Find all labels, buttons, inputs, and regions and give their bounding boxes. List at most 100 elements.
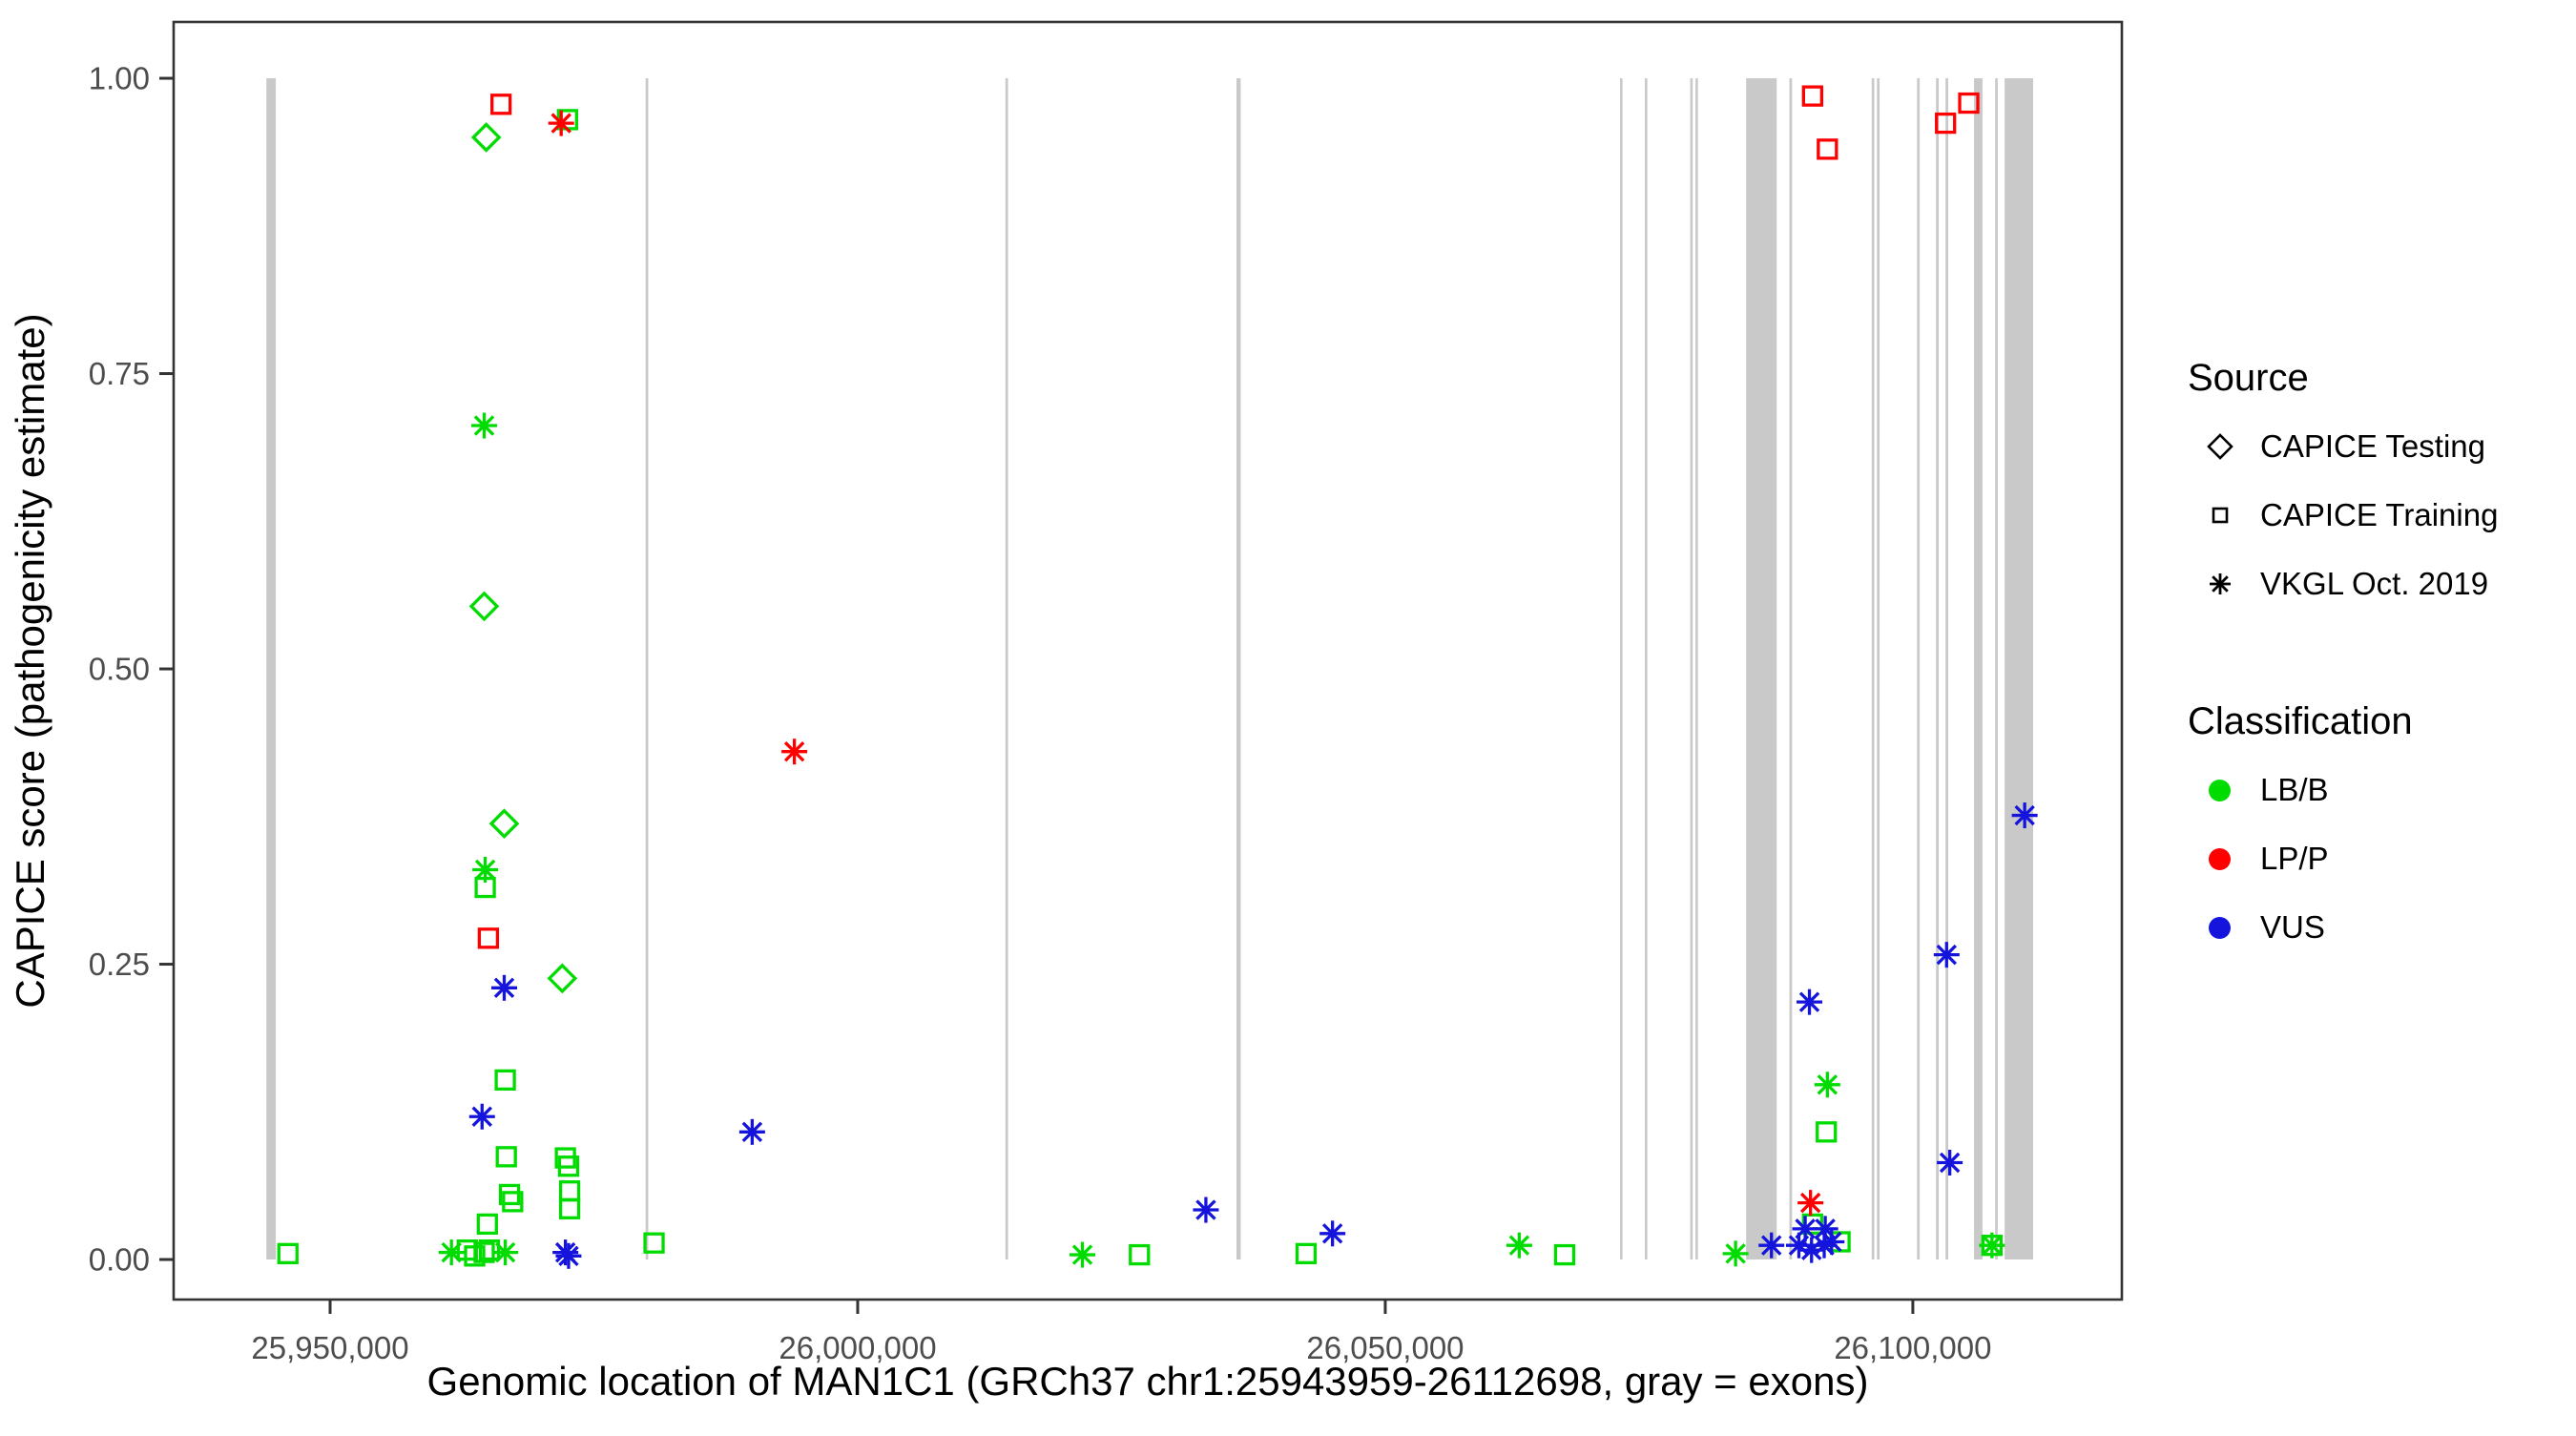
data-point-asterisk bbox=[1319, 1220, 1346, 1247]
data-point-asterisk bbox=[1070, 1241, 1096, 1268]
exon-band bbox=[1871, 78, 1875, 1260]
data-point-square bbox=[476, 1213, 498, 1236]
square-icon bbox=[2212, 507, 2229, 524]
data-point-diamond bbox=[468, 591, 500, 622]
asterisk-ray bbox=[1788, 1235, 1810, 1256]
y-axis-title: CAPICE score (pathogenicity estimate) bbox=[8, 313, 52, 1008]
exon-band bbox=[1945, 78, 1948, 1260]
asterisk-ray bbox=[1939, 1152, 1961, 1174]
exon-band bbox=[645, 78, 649, 1260]
data-point-asterisk bbox=[1506, 1232, 1532, 1259]
data-point-square bbox=[1129, 1243, 1151, 1266]
x-tick-label: 26,050,000 bbox=[1306, 1330, 1464, 1365]
data-point-square bbox=[1553, 1243, 1576, 1266]
legend: Source CAPICE Testing CAPICE Training bbox=[2188, 355, 2569, 962]
asterisk-ray bbox=[2014, 804, 2035, 826]
data-point-square bbox=[495, 1146, 517, 1168]
exon-band bbox=[1746, 78, 1777, 1260]
panel-background bbox=[174, 22, 2122, 1300]
data-point-square bbox=[1801, 85, 1824, 107]
data-point-square bbox=[558, 1197, 581, 1219]
data-point-asterisk bbox=[781, 739, 808, 765]
asterisk-ray bbox=[493, 977, 515, 999]
data-point-square bbox=[557, 1155, 580, 1177]
legend-spacer bbox=[2188, 618, 2569, 698]
data-point-asterisk bbox=[1797, 1190, 1824, 1217]
data-point-asterisk bbox=[1758, 1232, 1785, 1259]
exon-band bbox=[1690, 78, 1693, 1260]
data-point-asterisk bbox=[438, 1239, 465, 1266]
legend-classification-title: Classification bbox=[2188, 700, 2413, 742]
asterisk-ray bbox=[1508, 1235, 1530, 1256]
asterisk-ray bbox=[1815, 1218, 1836, 1239]
y-tick-label: 0.25 bbox=[89, 947, 150, 982]
vus-dot-icon bbox=[2201, 908, 2239, 947]
legend-source-title: Source bbox=[2188, 357, 2309, 399]
asterisk-ray bbox=[1982, 1235, 2003, 1256]
data-point-square bbox=[502, 1191, 524, 1213]
data-point-asterisk bbox=[472, 856, 499, 883]
legend-item-label: CAPICE Training bbox=[2260, 497, 2499, 532]
data-point-asterisk bbox=[468, 1103, 495, 1130]
data-point-asterisk bbox=[1937, 1150, 1963, 1176]
data-point-diamond bbox=[470, 122, 502, 153]
exon-band bbox=[1877, 78, 1880, 1260]
lbb-dot-icon bbox=[2201, 771, 2239, 809]
x-tick-label: 26,100,000 bbox=[1834, 1330, 1991, 1365]
exon-band bbox=[1936, 78, 1940, 1260]
asterisk-ray bbox=[1761, 1235, 1782, 1256]
data-point-square bbox=[1958, 92, 1980, 114]
legend-item-label: VUS bbox=[2260, 909, 2325, 945]
data-point-square bbox=[643, 1232, 665, 1254]
asterisk-ray bbox=[473, 415, 495, 436]
asterisk-ray bbox=[1817, 1074, 1839, 1095]
asterisk-ray bbox=[1195, 1199, 1216, 1220]
asterisk-ray bbox=[1725, 1243, 1746, 1264]
data-point-asterisk bbox=[1818, 1228, 1845, 1255]
data-point-asterisk bbox=[1722, 1240, 1749, 1267]
legend-item-label: CAPICE Testing bbox=[2260, 428, 2485, 464]
asterisk-ray bbox=[1821, 1231, 1842, 1253]
asterisk-ray bbox=[558, 1245, 579, 1267]
data-point-square bbox=[277, 1242, 299, 1264]
data-point-asterisk bbox=[555, 1242, 582, 1269]
data-point-square bbox=[1295, 1242, 1318, 1264]
data-point-asterisk bbox=[738, 1118, 765, 1145]
data-point-asterisk bbox=[1933, 942, 1960, 968]
panel-border bbox=[172, 20, 2124, 1301]
data-point-asterisk bbox=[1814, 1072, 1840, 1098]
asterisk-ray bbox=[741, 1121, 763, 1143]
data-point-square bbox=[490, 94, 512, 115]
x-tick-label: 25,950,000 bbox=[251, 1330, 408, 1365]
data-point-diamond bbox=[488, 808, 520, 840]
asterisk-ray bbox=[471, 1106, 492, 1127]
asterisk-ray bbox=[1799, 1192, 1821, 1214]
data-point-square bbox=[498, 1183, 521, 1206]
y-tick-label: 0.75 bbox=[89, 356, 150, 391]
asterisk-ray bbox=[1071, 1244, 1093, 1265]
exon-band bbox=[1917, 78, 1921, 1260]
x-axis-title: Genomic location of MAN1C1 (GRCh37 chr1:… bbox=[427, 1359, 1869, 1404]
asterisk-icon bbox=[2210, 573, 2231, 594]
data-point-asterisk bbox=[470, 412, 497, 439]
exon-band bbox=[1645, 78, 1648, 1260]
data-point-square bbox=[1935, 112, 1957, 135]
diamond-icon bbox=[2207, 433, 2233, 460]
exon-band bbox=[2005, 78, 2033, 1260]
asterisk-ray bbox=[1936, 944, 1958, 966]
exon-band bbox=[1005, 78, 1008, 1260]
data-point-asterisk bbox=[548, 110, 574, 136]
asterisk-ray bbox=[551, 113, 571, 134]
asterisk-ray bbox=[494, 1241, 516, 1263]
data-point-square bbox=[1816, 1121, 1838, 1143]
asterisk-ray bbox=[1321, 1223, 1343, 1244]
legend-item-label: LP/P bbox=[2260, 841, 2329, 876]
y-tick-label: 0.50 bbox=[89, 652, 150, 687]
legend-item-capice-testing: CAPICE Testing bbox=[2188, 412, 2569, 481]
exon-band bbox=[1236, 78, 1241, 1260]
data-point-asterisk bbox=[1812, 1216, 1839, 1242]
data-point-asterisk bbox=[492, 1239, 519, 1266]
asterisk-ray bbox=[783, 740, 805, 762]
